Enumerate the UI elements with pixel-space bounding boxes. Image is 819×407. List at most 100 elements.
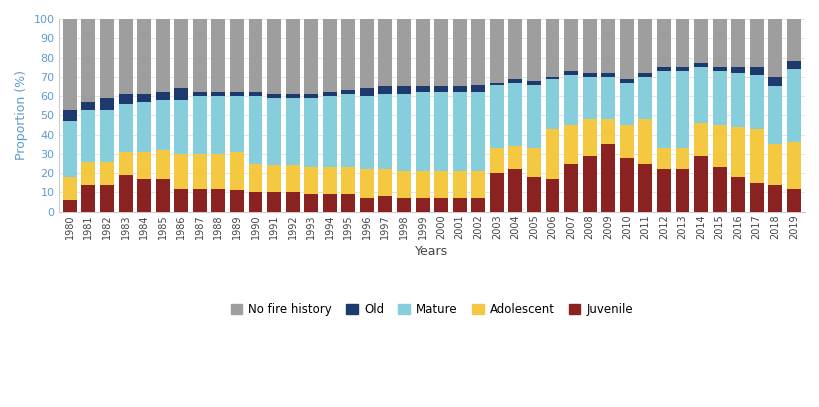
X-axis label: Years: Years [414,245,448,258]
Bar [415,92,429,171]
Bar [433,92,447,171]
Bar [619,83,633,125]
Bar [81,185,95,212]
Bar [619,19,633,79]
Bar [656,169,670,212]
Bar [100,98,114,109]
Bar [656,148,670,169]
Bar [489,19,503,83]
Bar [323,19,337,92]
Bar [489,173,503,212]
Bar [378,169,392,196]
Bar [545,79,559,129]
Bar [137,94,151,102]
Bar [712,167,726,212]
Bar [600,77,614,119]
Bar [693,156,707,212]
Bar [582,156,596,212]
Bar [192,188,206,212]
Bar [619,79,633,83]
Bar [508,19,522,79]
Bar [378,19,392,86]
Bar [433,86,447,92]
Bar [786,61,800,69]
Bar [156,19,170,92]
Bar [323,92,337,96]
Bar [471,171,485,198]
Bar [600,144,614,212]
Bar [119,19,133,94]
Bar [63,121,77,177]
Bar [749,183,762,212]
Bar [638,77,652,119]
Bar [638,73,652,77]
Bar [229,190,243,212]
Bar [786,69,800,142]
Bar [304,94,318,98]
Bar [712,67,726,71]
Bar [582,73,596,77]
Bar [174,100,188,154]
Bar [267,19,281,94]
Bar [285,165,299,193]
Bar [767,185,781,212]
Bar [100,185,114,212]
Bar [174,19,188,88]
Bar [341,194,355,212]
Bar [285,98,299,165]
Bar [508,169,522,212]
Bar [341,90,355,94]
Bar [749,19,762,67]
Bar [248,164,262,193]
Bar [156,92,170,100]
Legend: No fire history, Old, Mature, Adolescent, Juvenile: No fire history, Old, Mature, Adolescent… [226,298,637,321]
Bar [119,104,133,152]
Bar [81,162,95,185]
Bar [693,19,707,63]
Bar [192,154,206,188]
Bar [211,96,225,154]
Bar [600,119,614,144]
Bar [786,188,800,212]
Bar [396,86,410,94]
Bar [563,71,577,75]
Bar [360,19,373,88]
Bar [192,19,206,92]
Bar [471,198,485,212]
Bar [786,19,800,61]
Bar [248,92,262,96]
Bar [285,19,299,94]
Bar [229,96,243,152]
Bar [638,119,652,164]
Bar [63,109,77,121]
Bar [693,67,707,123]
Bar [396,171,410,198]
Bar [378,86,392,94]
Bar [508,146,522,169]
Bar [712,71,726,125]
Bar [360,96,373,169]
Bar [415,171,429,198]
Bar [100,19,114,98]
Bar [675,169,689,212]
Bar [119,94,133,104]
Bar [433,171,447,198]
Bar [341,19,355,90]
Bar [267,94,281,98]
Bar [563,75,577,125]
Bar [285,94,299,98]
Bar [545,77,559,79]
Bar [360,198,373,212]
Bar [619,158,633,212]
Bar [396,19,410,86]
Bar [323,167,337,194]
Bar [415,19,429,86]
Bar [174,188,188,212]
Bar [452,19,466,86]
Bar [545,19,559,77]
Bar [323,96,337,167]
Bar [81,19,95,102]
Bar [563,19,577,71]
Bar [656,19,670,67]
Bar [211,154,225,188]
